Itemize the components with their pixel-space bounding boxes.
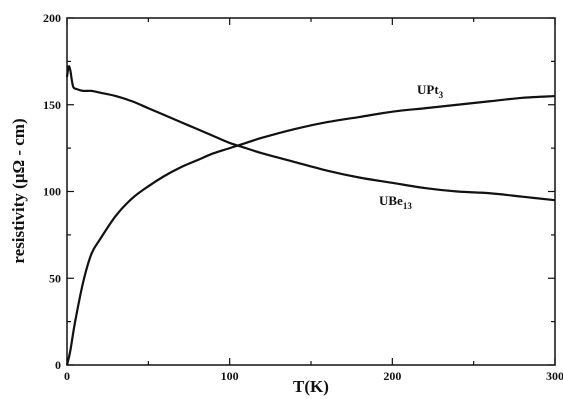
y-tick-label: 50 [49, 271, 61, 285]
y-tick-label: 150 [43, 98, 61, 112]
y-tick-label: 200 [43, 11, 61, 25]
y-tick-label: 0 [55, 358, 61, 372]
x-tick-label: 100 [221, 369, 239, 383]
x-tick-label: 200 [383, 369, 401, 383]
series-label-upt3-sub: 3 [439, 90, 444, 100]
y-axis-title: resistivity (μΩ - cm) [9, 118, 28, 263]
series-line-upt3 [65, 94, 556, 366]
series-label-ube13-base: UBe [379, 193, 403, 208]
x-tick-label: 300 [546, 369, 563, 383]
y-tick-label: 100 [43, 185, 61, 199]
x-axis-title: T(K) [293, 377, 329, 396]
axis-ticks: 0 100 200 300 0 50 100 150 200 [43, 11, 563, 383]
series-label-upt3-base: UPt [417, 82, 439, 97]
series-label-upt3: UPt3 [417, 82, 444, 100]
series-label-ube13: UBe13 [379, 193, 412, 211]
series-label-ube13-sub: 13 [403, 201, 413, 211]
data-curves [65, 65, 556, 366]
x-tick-label: 0 [64, 369, 70, 383]
series-line-ube13 [65, 65, 556, 202]
